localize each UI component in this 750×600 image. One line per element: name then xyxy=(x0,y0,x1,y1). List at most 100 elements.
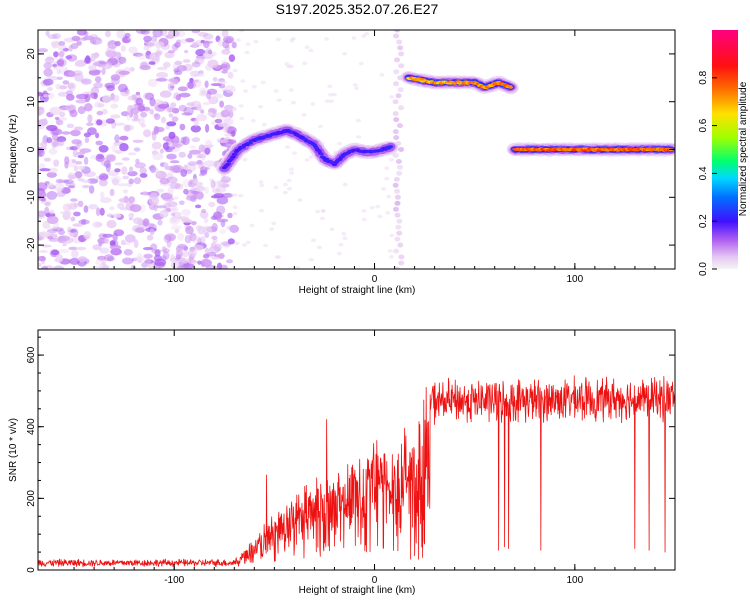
noise-speck xyxy=(154,113,161,121)
noise-speck xyxy=(169,160,180,164)
noise-speck xyxy=(203,40,210,49)
noise-speck xyxy=(129,166,134,173)
noise-speck xyxy=(68,45,73,52)
noise-speck xyxy=(224,85,236,94)
noise-speck xyxy=(56,136,67,143)
noise-speck xyxy=(225,37,233,44)
noise-speck xyxy=(47,34,58,39)
noise-speck xyxy=(68,185,76,189)
noise-speck xyxy=(207,59,219,68)
noise-speck xyxy=(58,50,65,57)
noise-speck xyxy=(88,66,97,71)
noise-speck xyxy=(336,251,342,256)
noise-speck xyxy=(258,105,263,109)
noise-speck xyxy=(102,233,114,238)
noise-speck xyxy=(178,104,188,112)
noise-speck xyxy=(183,188,189,195)
noise-speck xyxy=(341,232,347,236)
noise-speck xyxy=(213,93,224,99)
noise-speck xyxy=(297,198,303,202)
noise-speck xyxy=(178,200,185,206)
noise-speck xyxy=(180,169,188,177)
snr-data xyxy=(38,375,675,568)
noise-speck xyxy=(114,162,124,166)
noise-speck xyxy=(73,211,81,217)
feature-blob xyxy=(393,33,400,39)
noise-speck xyxy=(113,229,125,237)
noise-speck xyxy=(207,88,218,95)
noise-speck xyxy=(122,189,129,194)
noise-speck xyxy=(119,135,129,141)
noise-speck xyxy=(101,67,106,75)
noise-speck xyxy=(210,83,222,87)
noise-speck xyxy=(199,166,208,174)
noise-speck xyxy=(84,136,90,144)
noise-speck xyxy=(42,265,48,269)
noise-speck xyxy=(134,162,146,169)
noise-speck xyxy=(126,112,131,121)
feature-blob xyxy=(393,69,400,75)
feature-ground-echo xyxy=(506,142,675,157)
y-tick-label: 0 xyxy=(26,146,37,152)
noise-speck xyxy=(161,116,166,124)
y-tick-label: -20 xyxy=(26,237,37,252)
noise-speck xyxy=(110,175,122,183)
x-tick-label: -100 xyxy=(164,575,184,586)
noise-speck xyxy=(124,234,136,243)
noise-speck xyxy=(38,262,42,268)
noise-speck xyxy=(170,85,175,89)
noise-speck xyxy=(201,208,207,214)
snr-panel: -100 0 100 0 200 400 600 Height of straight li… xyxy=(8,329,676,596)
feature-blob xyxy=(394,188,400,194)
noise-speck xyxy=(77,200,84,207)
noise-speck xyxy=(93,82,104,89)
noise-speck xyxy=(134,227,144,233)
noise-speck xyxy=(155,171,161,176)
noise-speck xyxy=(101,174,109,180)
noise-speck xyxy=(104,30,111,38)
noise-speck xyxy=(384,166,390,170)
noise-speck xyxy=(175,250,183,258)
noise-speck xyxy=(167,50,176,54)
noise-speck xyxy=(375,204,381,209)
noise-speck xyxy=(70,129,81,137)
y-tick-label: 600 xyxy=(26,346,37,363)
noise-speck xyxy=(389,233,395,238)
noise-speck xyxy=(235,38,241,42)
noise-speck xyxy=(216,218,229,223)
noise-speck xyxy=(219,228,227,234)
noise-speck xyxy=(38,210,46,217)
noise-speck xyxy=(181,208,191,216)
noise-speck xyxy=(112,51,121,58)
noise-speck xyxy=(178,151,186,158)
noise-speck xyxy=(110,248,122,256)
noise-speck xyxy=(231,41,237,49)
noise-speck xyxy=(192,136,201,143)
noise-speck xyxy=(98,241,103,247)
feature-blob xyxy=(397,45,404,51)
noise-speck xyxy=(338,242,344,247)
noise-speck xyxy=(63,179,74,185)
noise-speck xyxy=(249,223,255,228)
noise-speck xyxy=(216,196,229,205)
noise-speck xyxy=(162,61,171,68)
noise-speck xyxy=(250,119,256,123)
noise-speck xyxy=(83,56,92,64)
noise-speck xyxy=(166,207,172,213)
noise-speck xyxy=(99,207,105,216)
noise-speck xyxy=(227,238,235,245)
feature-blob xyxy=(393,248,400,254)
noise-speck xyxy=(179,257,189,264)
noise-speck xyxy=(67,174,77,180)
noise-speck xyxy=(177,232,185,241)
snr-background xyxy=(38,330,675,570)
noise-speck xyxy=(154,102,159,111)
x-tick-label: -100 xyxy=(164,274,184,285)
noise-speck xyxy=(386,194,392,199)
snr-frame xyxy=(37,329,676,571)
noise-speck xyxy=(49,106,62,116)
feature-blob xyxy=(394,57,401,63)
noise-speck xyxy=(137,105,146,112)
noise-speck xyxy=(217,122,228,127)
noise-speck xyxy=(176,39,182,45)
